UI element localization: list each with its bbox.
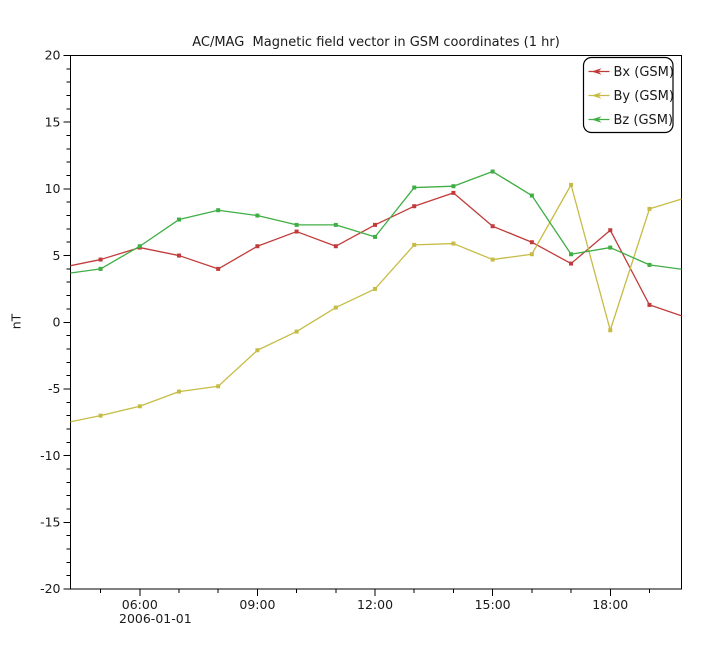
data-point-marker-bx	[294, 229, 299, 234]
x-axis-tick-label: 06:00	[122, 597, 158, 612]
data-point-marker-bz	[451, 184, 456, 189]
data-point-marker-bz	[59, 272, 63, 276]
y-axis-tick-label: -10	[40, 448, 60, 463]
data-point-marker-by	[137, 404, 142, 409]
data-point-marker-bx	[608, 228, 613, 233]
data-point-marker-by	[98, 413, 103, 418]
data-point-marker-by	[255, 348, 260, 353]
y-axis-tick-label: -20	[40, 581, 60, 596]
data-point-marker-by	[176, 389, 181, 394]
x-axis-tick-label: 12:00	[357, 597, 393, 612]
data-point-marker-bz	[569, 252, 574, 257]
data-point-marker-bz	[412, 185, 417, 190]
data-point-marker-bz	[647, 262, 652, 267]
legend-marker-bz-icon	[591, 116, 602, 123]
legend-box	[582, 56, 674, 134]
legend-marker-bx-icon	[591, 68, 602, 75]
series-bz	[59, 169, 691, 276]
data-point-marker-bx	[59, 266, 63, 270]
series-line-by	[70, 184, 682, 423]
data-point-marker-by	[412, 242, 417, 247]
y-axis-tick-label: -5	[48, 381, 60, 396]
y-axis-tick-label: 15	[45, 114, 61, 129]
data-point-marker-bz	[529, 193, 534, 198]
data-point-marker-bx	[98, 257, 103, 262]
data-point-marker-bx	[647, 302, 652, 307]
data-point-marker-bz	[608, 245, 613, 250]
x-axis-date-label: 2006-01-01	[119, 611, 192, 626]
legend-marker-by-icon	[591, 92, 602, 99]
data-point-marker-bz	[687, 268, 691, 272]
legend-label-by: By (GSM)	[614, 89, 674, 104]
data-point-marker-by	[490, 257, 495, 262]
x-axis-tick-label: 09:00	[239, 597, 275, 612]
x-axis-tick-label: 18:00	[592, 597, 628, 612]
y-axis-tick-label: 5	[53, 248, 61, 263]
data-point-marker-bx	[216, 266, 221, 271]
data-point-marker-bz	[333, 222, 338, 227]
chart-title: AC/MAG Magnetic field vector in GSM coor…	[192, 35, 560, 50]
series-by	[59, 182, 691, 426]
data-point-marker-bx	[569, 261, 574, 266]
series-bx	[59, 190, 691, 320]
data-point-marker-bx	[412, 204, 417, 209]
data-point-marker-by	[294, 329, 299, 334]
data-point-marker-by	[216, 384, 221, 389]
data-point-marker-bx	[333, 244, 338, 249]
y-axis-tick-label: 0	[53, 314, 61, 329]
data-point-marker-bx	[490, 224, 495, 229]
data-point-marker-by	[529, 252, 534, 257]
data-point-marker-by	[647, 206, 652, 211]
data-point-marker-bx	[373, 222, 378, 227]
y-axis-tick-label: -15	[40, 515, 60, 530]
plot-frame	[70, 55, 682, 590]
data-point-marker-bx	[255, 244, 260, 249]
data-point-marker-bz	[373, 234, 378, 239]
data-point-marker-bx	[176, 253, 181, 258]
data-point-marker-bz	[294, 222, 299, 227]
y-axis-tick-label: 10	[45, 181, 61, 196]
data-point-marker-by	[687, 195, 691, 199]
y-axis-tick-label: 20	[45, 48, 61, 63]
data-point-marker-by	[373, 286, 378, 291]
data-point-marker-by	[608, 328, 613, 333]
data-point-marker-bz	[176, 217, 181, 222]
data-point-marker-bz	[98, 266, 103, 271]
data-point-marker-bz	[216, 208, 221, 213]
series-line-bx	[70, 192, 682, 317]
legend-label-bx: Bx (GSM)	[614, 65, 674, 80]
data-point-marker-bz	[490, 169, 495, 174]
y-axis-title: nT	[8, 313, 24, 330]
data-point-marker-by	[569, 182, 574, 187]
data-point-marker-by	[59, 422, 63, 426]
legend-label-bz: Bz (GSM)	[614, 113, 674, 128]
data-point-marker-bx	[529, 240, 534, 245]
data-point-marker-bx	[451, 190, 456, 195]
data-point-marker-bz	[137, 244, 142, 249]
data-point-marker-by	[333, 305, 338, 310]
data-point-marker-by	[451, 241, 456, 246]
series-line-bz	[70, 170, 682, 274]
x-axis-tick-label: 15:00	[475, 597, 511, 612]
data-point-marker-bz	[255, 213, 260, 218]
data-point-marker-bx	[687, 316, 691, 320]
